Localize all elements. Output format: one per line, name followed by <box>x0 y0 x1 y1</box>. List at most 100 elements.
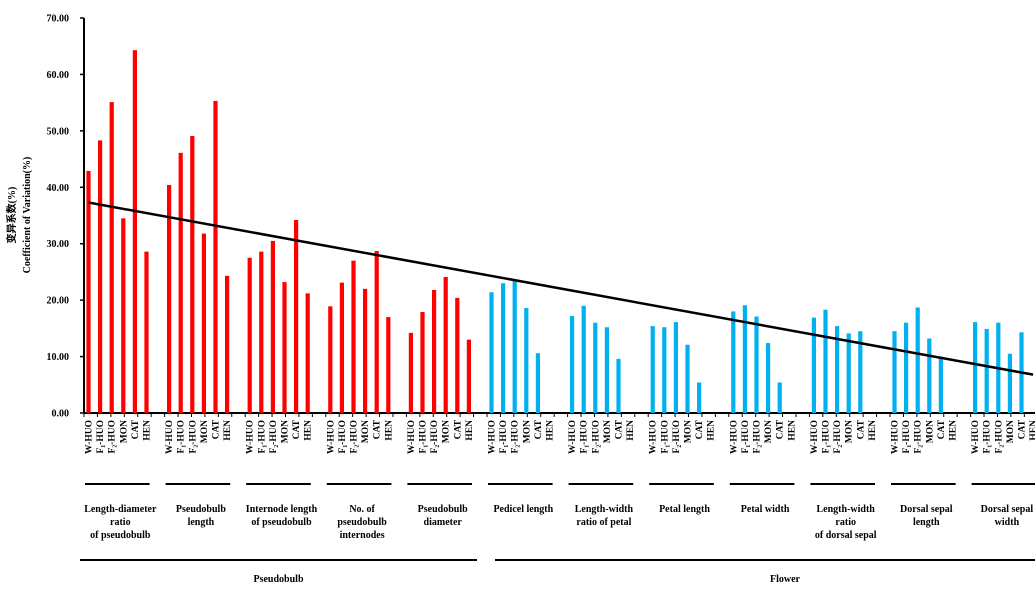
bar <box>892 331 896 413</box>
trait-group-label: Length-diameter <box>84 504 157 515</box>
bar <box>524 308 528 413</box>
trait-group-label: Internode length <box>246 504 318 515</box>
trait-group-label: Petal width <box>741 504 790 515</box>
x-tick-label: CAT <box>292 419 302 439</box>
x-tick-label: HEN <box>868 420 878 441</box>
x-tick-label: W-HUO <box>649 420 659 454</box>
x-tick-label: HEN <box>1029 420 1035 441</box>
bar <box>409 333 413 413</box>
bar <box>190 136 194 413</box>
bar <box>605 327 609 413</box>
x-tick-label: HEN <box>787 420 797 441</box>
x-tick-label: W-HUO <box>971 420 981 454</box>
trendline <box>89 203 1034 375</box>
x-tick-label: W-HUO <box>810 420 820 454</box>
x-tick-label: CAT <box>776 419 786 439</box>
bar <box>662 327 666 413</box>
y-tick-label: 40.00 <box>47 183 70 194</box>
bar <box>271 241 275 413</box>
bar <box>167 185 171 413</box>
x-tick-label: MON <box>361 420 371 443</box>
trait-group-label: Pseudobulb <box>176 504 226 515</box>
bar <box>973 322 977 413</box>
x-tick-label: F₂-HUO <box>591 420 601 453</box>
bar <box>328 306 332 413</box>
x-tick-label: F₁-HUO <box>499 420 509 453</box>
bar <box>674 322 678 413</box>
x-tick-label: W-HUO <box>246 420 256 454</box>
x-tick-label: CAT <box>1018 419 1028 439</box>
bar <box>306 293 310 413</box>
y-axis-label-chinese: 变异系数(%) <box>5 187 18 244</box>
x-tick-label: F₂-HUO <box>188 420 198 453</box>
x-tick-label: F₁-HUO <box>419 420 429 453</box>
trait-group-label: width <box>995 517 1020 528</box>
x-tick-label: MON <box>845 420 855 443</box>
x-tick-label: MON <box>522 420 532 443</box>
x-tick-label: F₂-HUO <box>672 420 682 453</box>
bar <box>766 343 770 413</box>
x-tick-label: F₁-HUO <box>257 420 267 453</box>
x-tick-label: F₂-HUO <box>430 420 440 453</box>
organ-label-pseudobulb: Pseudobulb <box>253 574 303 585</box>
x-tick-label: CAT <box>937 419 947 439</box>
bar <box>259 252 263 413</box>
bar <box>685 345 689 413</box>
trait-group-label: Length-width <box>817 504 876 515</box>
bar <box>593 323 597 413</box>
bar <box>513 280 517 413</box>
bar <box>847 333 851 413</box>
x-tick-label: CAT <box>695 419 705 439</box>
x-tick-label: HEN <box>546 420 556 441</box>
bar <box>812 318 816 413</box>
x-tick-label: HEN <box>949 420 959 441</box>
x-tick-label: W-HUO <box>729 420 739 454</box>
bar <box>282 282 286 413</box>
bar <box>754 317 758 413</box>
trait-group-label: No. of <box>349 504 375 515</box>
x-tick-label: CAT <box>453 419 463 439</box>
x-tick-label: MON <box>1006 420 1016 443</box>
x-tick-label: F₁-HUO <box>96 420 106 453</box>
x-tick-label: F₂-HUO <box>914 420 924 453</box>
bar <box>202 234 206 413</box>
bar <box>916 307 920 413</box>
x-tick-label: MON <box>925 420 935 443</box>
x-tick-label: F₁-HUO <box>177 420 187 453</box>
bar <box>121 218 125 413</box>
x-tick-label: F₁-HUO <box>580 420 590 453</box>
trait-group-label: diameter <box>424 517 463 528</box>
bar <box>467 340 471 413</box>
trend-line <box>89 203 1034 375</box>
trait-group-label: pseudobulb <box>337 517 387 528</box>
y-tick-label: 50.00 <box>47 126 70 137</box>
x-tick-label: MON <box>200 420 210 443</box>
bar <box>225 276 229 413</box>
bar <box>455 298 459 413</box>
x-tick-label: MON <box>281 420 291 443</box>
x-tick-label: MON <box>764 420 774 443</box>
bar <box>420 312 424 413</box>
bars <box>86 50 1023 413</box>
y-axis-label: Coefficient of Variation(%) <box>22 157 33 274</box>
trait-group-label: of dorsal sepal <box>815 530 877 541</box>
bar <box>110 102 114 413</box>
x-tick-label: MON <box>684 420 694 443</box>
x-tick-label: W-HUO <box>326 420 336 454</box>
trait-group-label: Length-width <box>575 504 634 515</box>
bar <box>731 311 735 413</box>
x-tick-label: HEN <box>143 420 153 441</box>
x-tick-label: W-HUO <box>165 420 175 454</box>
bar <box>375 251 379 413</box>
trait-group-label: of pseudobulb <box>90 530 151 541</box>
x-tick-label: W-HUO <box>568 420 578 454</box>
x-tick-label: F₂-HUO <box>833 420 843 453</box>
trait-group-label: of pseudobulb <box>251 517 312 528</box>
x-tick-label: F₂-HUO <box>108 420 118 453</box>
bar <box>778 383 782 413</box>
x-tick-label: CAT <box>615 419 625 439</box>
x-tick-label: HEN <box>707 420 717 441</box>
